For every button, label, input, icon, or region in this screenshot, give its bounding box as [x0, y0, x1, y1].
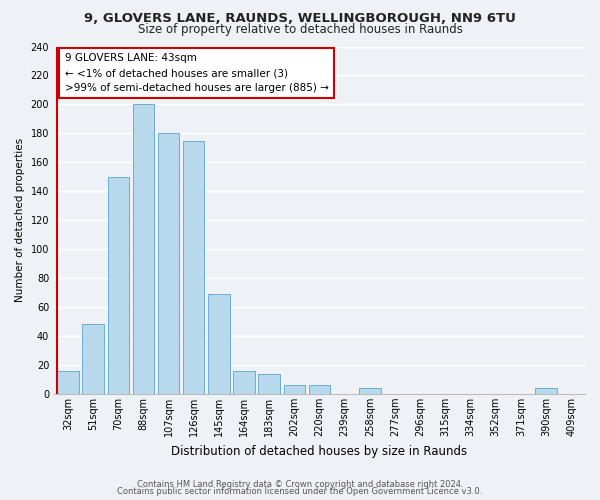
- Text: 9 GLOVERS LANE: 43sqm
← <1% of detached houses are smaller (3)
>99% of semi-deta: 9 GLOVERS LANE: 43sqm ← <1% of detached …: [65, 54, 329, 93]
- X-axis label: Distribution of detached houses by size in Raunds: Distribution of detached houses by size …: [172, 444, 467, 458]
- Bar: [107, 177, 129, 394]
- Text: 9, GLOVERS LANE, RAUNDS, WELLINGBOROUGH, NN9 6TU: 9, GLOVERS LANE, RAUNDS, WELLINGBOROUGH,…: [84, 12, 516, 26]
- Bar: [284, 385, 305, 394]
- Text: Contains public sector information licensed under the Open Government Licence v3: Contains public sector information licen…: [118, 487, 482, 496]
- Text: Size of property relative to detached houses in Raunds: Size of property relative to detached ho…: [137, 22, 463, 36]
- Bar: [208, 294, 230, 394]
- Bar: [158, 134, 179, 394]
- Bar: [82, 324, 104, 394]
- Bar: [183, 140, 205, 394]
- Bar: [133, 104, 154, 394]
- Text: Contains HM Land Registry data © Crown copyright and database right 2024.: Contains HM Land Registry data © Crown c…: [137, 480, 463, 489]
- Bar: [259, 374, 280, 394]
- Bar: [535, 388, 557, 394]
- Bar: [57, 370, 79, 394]
- Bar: [233, 370, 255, 394]
- Y-axis label: Number of detached properties: Number of detached properties: [15, 138, 25, 302]
- Bar: [309, 385, 330, 394]
- Bar: [359, 388, 380, 394]
